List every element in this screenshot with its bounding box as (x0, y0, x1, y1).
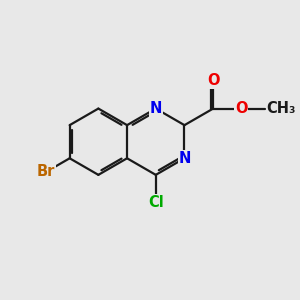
Text: Br: Br (37, 164, 55, 179)
Text: O: O (207, 73, 219, 88)
Text: N: N (178, 151, 190, 166)
Text: N: N (150, 101, 162, 116)
Text: Cl: Cl (148, 194, 164, 209)
Text: O: O (235, 101, 248, 116)
Text: CH₃: CH₃ (267, 101, 296, 116)
